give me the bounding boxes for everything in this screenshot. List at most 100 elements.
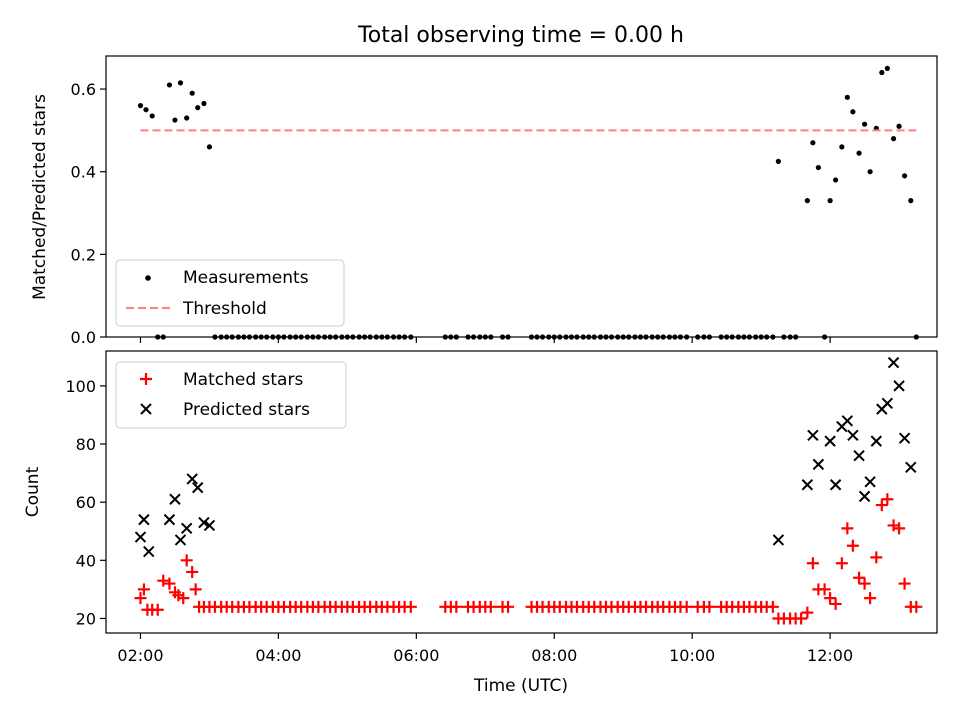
x-tick-label: 08:00 xyxy=(531,646,577,665)
matched-stars-point xyxy=(829,597,842,610)
matched-stars-point xyxy=(806,557,819,570)
count-y-axis-label: Count xyxy=(23,466,43,517)
x-tick-label: 10:00 xyxy=(669,646,715,665)
measurement-point xyxy=(896,123,902,129)
matched-stars-point xyxy=(858,577,871,590)
x-tick-label: 06:00 xyxy=(393,646,439,665)
matched-stars-point xyxy=(137,583,150,596)
matched-stars-point xyxy=(870,551,883,564)
measurement-point xyxy=(149,113,155,119)
measurement-point xyxy=(810,140,816,146)
matched-stars-point xyxy=(177,592,190,605)
count-x-ticks: 02:00 04:00 06:00 08:00 10:00 12:00 xyxy=(117,633,853,665)
matched-stars-point xyxy=(795,612,808,625)
count-marks xyxy=(134,356,923,625)
y-tick-label: 0.4 xyxy=(71,163,96,182)
measurement-point xyxy=(137,102,144,109)
y-tick-label: 40 xyxy=(76,551,96,570)
measurement-point xyxy=(143,107,149,113)
predicted-stars-point xyxy=(847,429,859,442)
y-tick-label: 0.0 xyxy=(71,328,96,347)
x-tick-label: 12:00 xyxy=(807,646,853,665)
matched-stars-point xyxy=(875,499,888,512)
measurement-point xyxy=(856,150,862,156)
measurement-point xyxy=(884,65,890,71)
predicted-stars-point xyxy=(881,397,894,410)
legend-matched-label: Matched stars xyxy=(183,370,303,390)
predicted-stars-point xyxy=(824,435,836,447)
predicted-stars-point xyxy=(169,493,181,505)
predicted-stars-point xyxy=(870,435,883,447)
y-tick-label: 20 xyxy=(76,609,96,628)
count-y-ticks: 20 40 60 80 100 xyxy=(65,377,106,628)
matched-stars-point xyxy=(703,600,716,613)
predicted-stars-point xyxy=(174,534,187,546)
ratio-panel: 0.0 0.2 0.4 0.6 Matched/Predicted stars Mea… xyxy=(30,55,938,347)
predicted-stars-point xyxy=(853,449,865,462)
measurement-point xyxy=(844,94,850,100)
predicted-stars-point xyxy=(180,522,193,535)
predicted-stars-point xyxy=(772,534,785,546)
matched-stars-point xyxy=(404,600,417,613)
predicted-stars-point xyxy=(134,531,147,543)
measurement-point xyxy=(184,115,190,121)
predicted-stars-point xyxy=(858,490,871,503)
measurement-point xyxy=(861,121,868,127)
measurement-point xyxy=(890,136,897,142)
predicted-stars-point xyxy=(812,458,825,471)
measurement-point xyxy=(166,82,173,88)
matched-stars-point xyxy=(180,554,193,567)
matched-stars-point xyxy=(910,600,923,613)
x-axis-label: Time (UTC) xyxy=(473,676,568,696)
matched-stars-point xyxy=(893,522,906,535)
matched-stars-point xyxy=(502,600,515,613)
measurement-point xyxy=(189,90,195,96)
y-tick-label: 0.2 xyxy=(71,245,96,264)
measurement-point xyxy=(201,100,207,107)
predicted-stars-point xyxy=(893,380,905,392)
matched-stars-point xyxy=(864,592,877,605)
predicted-stars-point xyxy=(807,429,819,442)
measurement-point xyxy=(850,109,856,115)
ratio-legend: Measurements Threshold xyxy=(115,259,345,327)
matched-stars-point xyxy=(151,603,164,616)
matched-stars-point xyxy=(898,577,911,590)
y-tick-label: 60 xyxy=(76,493,96,512)
x-tick-label: 04:00 xyxy=(255,646,301,665)
predicted-stars-point xyxy=(829,479,842,491)
measurement-point xyxy=(206,144,213,150)
matched-stars-point xyxy=(484,600,497,613)
legend-threshold-label: Threshold xyxy=(182,299,267,319)
chart-title: Total observing time = 0.00 h xyxy=(357,23,684,48)
ratio-axes-frame xyxy=(105,55,938,338)
matched-stars-point xyxy=(186,565,199,578)
measurement-point xyxy=(172,117,178,123)
count-legend-box xyxy=(115,361,347,429)
measurement-point xyxy=(901,173,908,179)
predicted-stars-point xyxy=(143,545,155,558)
ratio-x-ticks xyxy=(139,337,831,343)
ratio-y-ticks: 0.0 0.2 0.4 0.6 xyxy=(71,80,106,347)
y-tick-label: 0.6 xyxy=(71,80,96,99)
matched-stars-point xyxy=(824,592,837,605)
ratio-legend-box xyxy=(115,259,345,327)
matched-stars-point xyxy=(163,577,176,590)
predicted-stars-point xyxy=(192,481,204,494)
measurement-point xyxy=(908,198,914,204)
matched-stars-point xyxy=(841,522,854,535)
measurement-point xyxy=(833,177,839,183)
ratio-y-axis-label: Matched/Predicted stars xyxy=(30,94,50,300)
predicted-stars-point xyxy=(898,432,911,444)
legend-predicted-label: Predicted stars xyxy=(183,400,310,420)
measurement-point xyxy=(804,198,810,204)
measurement-point xyxy=(827,198,833,204)
matched-stars-point xyxy=(881,493,894,506)
predicted-stars-point xyxy=(841,415,854,427)
legend-predicted-marker xyxy=(140,403,152,415)
predicted-stars-point xyxy=(887,356,900,369)
measurement-point xyxy=(195,105,201,111)
count-panel: 20 40 60 80 100 02:00 04:00 06:00 08:00 10:00 12:… xyxy=(23,350,938,665)
measurement-point xyxy=(775,158,781,164)
predicted-stars-point xyxy=(198,516,210,529)
